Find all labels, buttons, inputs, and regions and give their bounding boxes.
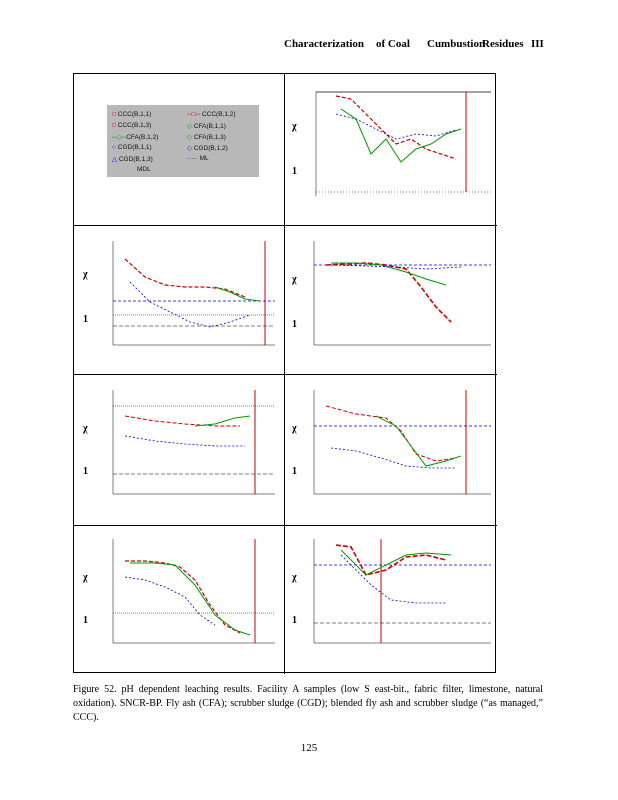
page-number: 125 xyxy=(300,742,318,754)
panel-glyph: χ xyxy=(291,274,297,285)
figure-grid xyxy=(73,73,497,674)
chart-panel-5: χ 1 xyxy=(291,390,491,495)
figure-caption: Figure 52. pH dependent leaching results… xyxy=(73,684,543,723)
panel-glyph: 1 xyxy=(83,615,88,626)
chart-panel-2: χ 1 xyxy=(82,241,275,346)
legend-entry: ◇ CFA(B,1,3) xyxy=(187,134,226,141)
header-word-2: of Coal xyxy=(376,38,410,50)
chart-panel-1: χ 1 xyxy=(291,91,491,196)
legend-entry: □ CCC(B,1,3) xyxy=(112,122,152,129)
legend-entry: ─□─ CCC(B,1,2) xyxy=(187,111,236,118)
chart-panel-6: χ 1 xyxy=(82,539,275,644)
panel-glyph: χ xyxy=(82,572,88,583)
panel-glyph: χ xyxy=(291,572,297,583)
header-word-1: Characterization xyxy=(284,38,365,50)
header-word-5: III xyxy=(531,38,544,50)
panel-glyph: 1 xyxy=(292,166,297,177)
legend-entry: ◇ CFA(B,1,1) xyxy=(187,123,226,130)
panel-glyph: 1 xyxy=(292,466,297,477)
panel-glyph: 1 xyxy=(292,615,297,626)
grid-divider-row-3 xyxy=(74,525,497,526)
running-header: Characterization of Coal Cumbustion Resi… xyxy=(0,38,618,52)
legend-entry: ◇ CGD(B,1,2) xyxy=(187,145,228,152)
header-word-3: Cumbustion xyxy=(427,38,486,50)
panel-glyph: χ xyxy=(291,423,297,434)
legend-entry: MDL xyxy=(137,166,151,173)
panel-glyph: 1 xyxy=(83,314,88,325)
legend-entry: △ CGD(B,1,3) xyxy=(112,156,153,163)
legend-entry: □ CCC(B,1,1) xyxy=(112,111,152,118)
header-word-4: Residues xyxy=(482,38,524,50)
chart-panel-4: χ 1 xyxy=(82,390,275,495)
chart-legend: □ CCC(B,1,1) ─□─ CCC(B,1,2) □ CCC(B,1,3)… xyxy=(107,105,259,177)
chart-panel-7: χ 1 xyxy=(291,539,491,644)
legend-entry: ····· ML xyxy=(187,155,209,162)
panel-glyph: 1 xyxy=(83,466,88,477)
panel-glyph: χ xyxy=(82,269,88,280)
panel-glyph: χ xyxy=(291,121,297,132)
chart-panel-3: χ 1 xyxy=(291,241,491,346)
legend-entry: ─◇─CFA(B,1,2) xyxy=(112,134,159,141)
grid-divider-row-2 xyxy=(74,374,497,375)
panel-glyph: χ xyxy=(82,423,88,434)
grid-divider-row-1 xyxy=(74,225,497,226)
panel-glyph: 1 xyxy=(292,319,297,330)
legend-entry: ○ CGD(B,1,1) xyxy=(112,144,152,151)
